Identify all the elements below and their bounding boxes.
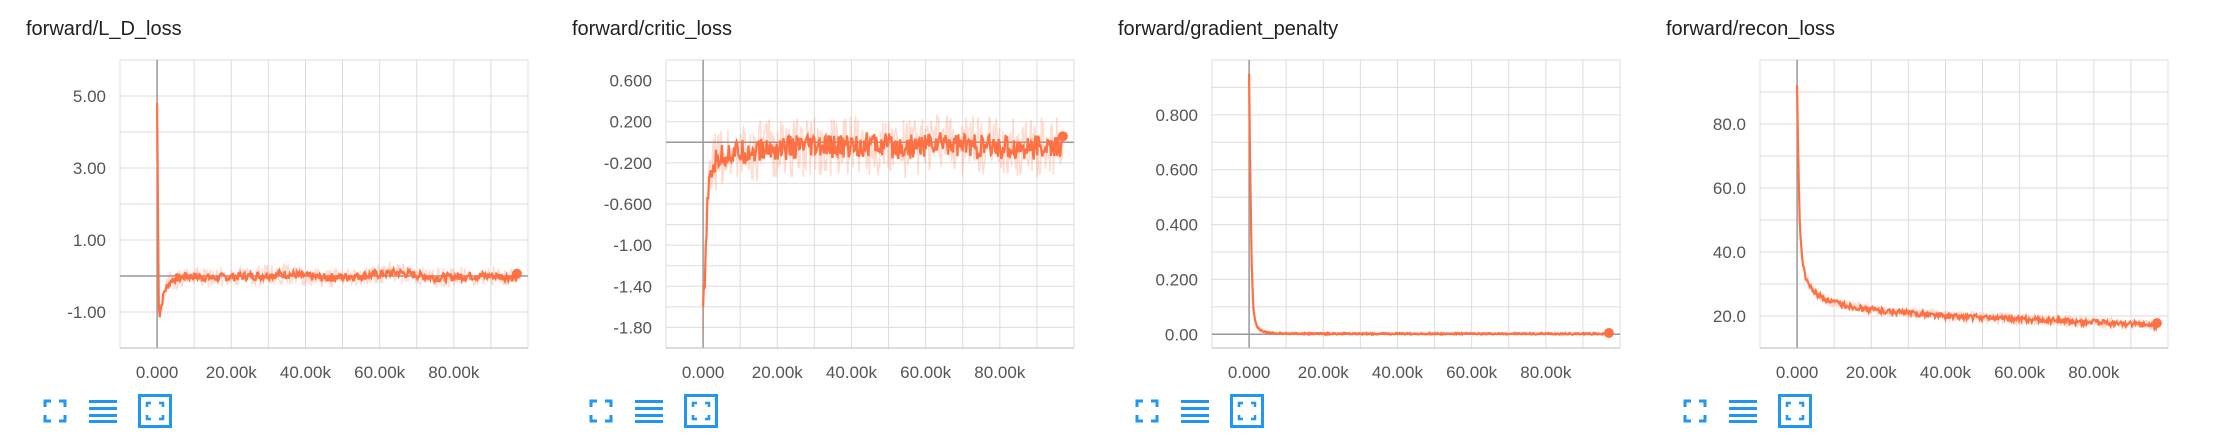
x-tick-label: 60.00k bbox=[1994, 363, 2046, 380]
chart-title: forward/recon_loss bbox=[1666, 18, 1835, 40]
x-tick-label: 0.000 bbox=[1776, 363, 1819, 380]
y-tick-label: 60.0 bbox=[1713, 179, 1746, 198]
y-tick-label: -1.40 bbox=[613, 277, 652, 296]
series-end-point bbox=[1057, 131, 1068, 142]
y-tick-label: -1.80 bbox=[613, 318, 652, 337]
chart-title: forward/L_D_loss bbox=[26, 18, 182, 40]
series-line bbox=[156, 103, 518, 318]
fullscreen-icon bbox=[1135, 399, 1159, 423]
chart-plot: 0.800 0.600 0.400 0.200 0.00 0.000 20.00k 40.00… bbox=[1155, 59, 1621, 380]
x-tick-label: 80.00k bbox=[1520, 363, 1572, 380]
y-tick-label: 0.200 bbox=[1155, 270, 1198, 289]
fullscreen-button[interactable] bbox=[582, 392, 620, 430]
log-scale-icon bbox=[89, 400, 117, 423]
y-tick-label: 0.200 bbox=[609, 113, 652, 132]
y-tick-label: 80.0 bbox=[1713, 115, 1746, 134]
fit-domain-icon bbox=[1230, 394, 1264, 428]
chart-card: forward/critic_loss 0.600 0.200 -0.200 -0.6… bbox=[546, 0, 1086, 446]
chart-plot: 0.600 0.200 -0.200 -0.600 -1.00 -1.40 -1.80 0.0… bbox=[604, 59, 1075, 380]
series-line bbox=[1796, 85, 2158, 333]
y-tick-label: 0.00 bbox=[1165, 325, 1198, 344]
y-tick-label: 40.0 bbox=[1713, 243, 1746, 262]
log-scale-button[interactable] bbox=[1724, 392, 1762, 430]
x-tick-label: 40.00k bbox=[826, 363, 878, 380]
x-tick-label: 80.00k bbox=[974, 363, 1026, 380]
series-line-smoothing-shadow bbox=[1248, 74, 1610, 338]
series-end-point bbox=[511, 268, 522, 279]
x-tick-label: 0.000 bbox=[1228, 363, 1271, 380]
fullscreen-button[interactable] bbox=[1128, 392, 1166, 430]
x-tick-label: 60.00k bbox=[900, 363, 952, 380]
y-tick-label: 3.00 bbox=[73, 159, 106, 178]
series-line-smoothing-shadow bbox=[156, 93, 518, 311]
x-tick-label: 20.00k bbox=[206, 363, 258, 380]
fit-domain-button[interactable] bbox=[136, 392, 174, 430]
chart-plot: 80.0 60.0 40.0 20.0 0.000 20.00k 40.00k 60.00k 8… bbox=[1713, 59, 2169, 380]
chart-card: forward/recon_loss 80.0 60.0 40.0 20.0 0.000… bbox=[1640, 0, 2180, 446]
fullscreen-button[interactable] bbox=[1676, 392, 1714, 430]
x-tick-label: 60.00k bbox=[354, 363, 406, 380]
x-tick-label: 0.000 bbox=[682, 363, 725, 380]
series-line bbox=[1248, 73, 1610, 337]
log-scale-button[interactable] bbox=[630, 392, 668, 430]
x-tick-label: 40.00k bbox=[280, 363, 332, 380]
y-tick-label: 5.00 bbox=[73, 87, 106, 106]
series-line bbox=[702, 131, 1064, 307]
chart-card: forward/L_D_loss 5.00 3.00 1.00 -1.00 0.000 2… bbox=[0, 0, 540, 446]
log-scale-icon bbox=[1181, 400, 1209, 423]
x-tick-label: 80.00k bbox=[428, 363, 480, 380]
y-tick-label: -1.00 bbox=[613, 236, 652, 255]
log-scale-icon bbox=[1729, 400, 1757, 423]
chart-card: forward/gradient_penalty 0.800 0.600 0.400… bbox=[1092, 0, 1632, 446]
y-tick-label: 0.600 bbox=[1155, 161, 1198, 180]
x-tick-label: 20.00k bbox=[752, 363, 804, 380]
y-tick-label: -0.200 bbox=[604, 154, 652, 173]
x-tick-label: 20.00k bbox=[1298, 363, 1350, 380]
series-end-point bbox=[1603, 328, 1614, 338]
y-tick-label: 0.400 bbox=[1155, 216, 1198, 235]
x-tick-label: 80.00k bbox=[2068, 363, 2120, 380]
fit-domain-icon bbox=[684, 394, 718, 428]
x-tick-label: 60.00k bbox=[1446, 363, 1498, 380]
fit-domain-button[interactable] bbox=[682, 392, 720, 430]
x-tick-label: 40.00k bbox=[1372, 363, 1424, 380]
fullscreen-icon bbox=[589, 399, 613, 423]
x-tick-label: 20.00k bbox=[1846, 363, 1898, 380]
y-tick-label: 0.800 bbox=[1155, 106, 1198, 125]
chart-title: forward/gradient_penalty bbox=[1118, 18, 1339, 40]
y-tick-label: -0.600 bbox=[604, 195, 652, 214]
fullscreen-icon bbox=[43, 399, 67, 423]
fit-domain-icon bbox=[1778, 394, 1812, 428]
fit-domain-button[interactable] bbox=[1228, 392, 1266, 430]
fit-domain-button[interactable] bbox=[1776, 392, 1814, 430]
y-tick-label: 1.00 bbox=[73, 231, 106, 250]
fullscreen-icon bbox=[1683, 399, 1707, 423]
y-tick-label: 20.0 bbox=[1713, 307, 1746, 326]
y-tick-label: 0.600 bbox=[609, 72, 652, 91]
fit-domain-icon bbox=[138, 394, 172, 428]
series-end-point bbox=[2151, 318, 2162, 329]
x-tick-label: 40.00k bbox=[1920, 363, 1972, 380]
chart-title: forward/critic_loss bbox=[572, 18, 733, 40]
fullscreen-button[interactable] bbox=[36, 392, 74, 430]
log-scale-icon bbox=[635, 400, 663, 423]
chart-plot: 5.00 3.00 1.00 -1.00 0.000 20.00k 40.00k 60.00k… bbox=[67, 59, 529, 380]
y-tick-label: -1.00 bbox=[67, 303, 106, 322]
log-scale-button[interactable] bbox=[84, 392, 122, 430]
log-scale-button[interactable] bbox=[1176, 392, 1214, 430]
x-tick-label: 0.000 bbox=[136, 363, 179, 380]
